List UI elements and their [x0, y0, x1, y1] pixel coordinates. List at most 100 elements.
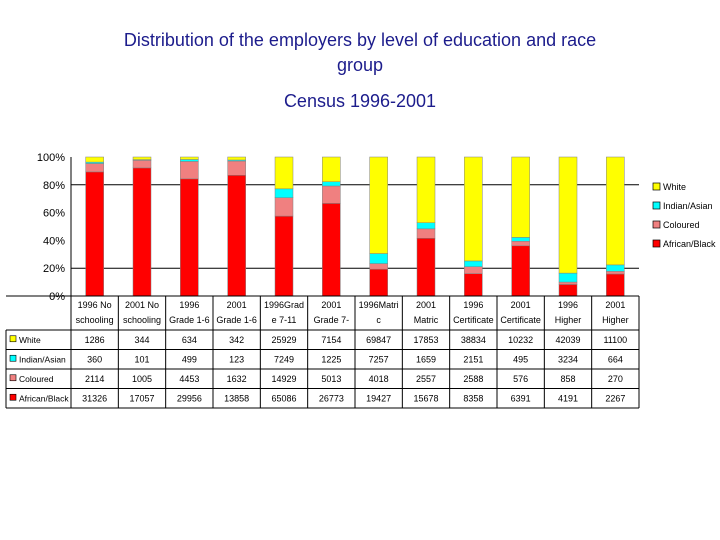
table-cell-value: 7154 [321, 335, 341, 345]
row-key-swatch [9, 374, 17, 382]
table-cell-value: 29956 [177, 393, 202, 403]
table-cell-value: 1632 [227, 374, 247, 384]
bar-segment-white [464, 156, 483, 262]
category-label: 1996 [558, 300, 578, 310]
table-cell-value: 499 [182, 354, 197, 364]
bar-segment-indian-asian [558, 272, 578, 283]
bar-segment-white [180, 156, 199, 160]
bar-segment-white [85, 156, 104, 163]
bar-segment-african-black [416, 238, 436, 297]
y-tick-label: 0% [49, 291, 65, 303]
table-cell-value: 3234 [558, 354, 578, 364]
category-label: 1996Matri [359, 300, 399, 310]
table-cell-value: 1005 [132, 374, 152, 384]
bar-segment-african-black [369, 268, 388, 297]
table-cell-value: 14929 [271, 374, 296, 384]
table-cell-value: 2267 [605, 393, 625, 403]
table-cell-value: 1659 [416, 354, 436, 364]
table-cell-value: 1225 [321, 354, 341, 364]
bar-segment-white [132, 156, 152, 160]
bar-segment-coloured [464, 266, 483, 274]
table-cell-value: 17853 [413, 335, 438, 345]
table-cell-value: 25929 [271, 335, 296, 345]
bar-segment-african-black [322, 203, 341, 297]
category-label: 2001 [321, 300, 341, 310]
grid-layer [71, 184, 639, 269]
category-label: schooling [76, 315, 114, 325]
bar-segment-indian-asian [322, 181, 341, 187]
category-label: e 7-11 [272, 315, 297, 325]
bar-segment-white [369, 156, 388, 254]
bar-segment-african-black [180, 178, 199, 297]
table-cell-value: 11100 [603, 335, 627, 345]
legend-label: Coloured [663, 220, 700, 230]
y-tick-label: 100% [37, 152, 65, 164]
bar-segment-white [606, 156, 625, 266]
bar-segment-african-black [511, 245, 530, 297]
category-label: 2001 No [125, 300, 159, 310]
category-label: Higher [602, 315, 629, 325]
table-cell-value: 4453 [179, 374, 199, 384]
table-cell-value: 31326 [82, 393, 107, 403]
bar-segment-white [511, 156, 530, 238]
bar-segment-coloured [85, 163, 104, 173]
table-cell-value: 270 [608, 374, 623, 384]
category-label: schooling [123, 315, 161, 325]
legend-label: Indian/Asian [663, 201, 713, 211]
y-tick-label: 20% [43, 263, 65, 275]
category-label: Grade 7- [314, 315, 350, 325]
row-label: Coloured [19, 374, 54, 384]
bar-segment-indian-asian [274, 188, 294, 198]
category-label: 2001 [605, 300, 625, 310]
legend-swatch [652, 182, 661, 191]
table-cell-value: 101 [134, 354, 149, 364]
table-cell-value: 360 [87, 354, 102, 364]
table-cell-value: 69847 [366, 335, 391, 345]
category-label: 1996Grad [264, 300, 304, 310]
bar-segment-coloured [274, 197, 294, 217]
bar-segment-coloured [511, 241, 530, 247]
category-label: Certificate [500, 315, 541, 325]
category-label: c [376, 315, 381, 325]
bar-segment-white [227, 156, 246, 161]
table-cell-value: 42039 [555, 335, 580, 345]
bar-segment-coloured [322, 185, 341, 204]
bar-segment-white [416, 156, 436, 223]
bar-segment-african-black [464, 273, 483, 297]
table-cell-value: 19427 [366, 393, 391, 403]
table-cell-value: 858 [560, 374, 575, 384]
bar-segment-african-black [606, 273, 625, 297]
category-label: 2001 [416, 300, 436, 310]
table-cell-value: 4018 [369, 374, 389, 384]
bar-segment-coloured [606, 271, 625, 275]
bar-segment-indian-asian [416, 222, 436, 230]
table-cell-value: 38834 [461, 335, 486, 345]
bar-segment-indian-asian [464, 260, 483, 267]
category-label: Matric [414, 315, 439, 325]
bar-segment-white [322, 156, 341, 183]
bar-segment-african-black [558, 284, 578, 297]
table-cell-value: 7257 [369, 354, 389, 364]
bar-segment-african-black [227, 175, 246, 297]
legend-layer: White Indian/Asian Coloured African/Black [652, 182, 716, 249]
legend-label: White [663, 182, 686, 192]
chart-title-line-1: Distribution of the employers by level o… [123, 30, 597, 50]
table-cell-value: 344 [134, 335, 149, 345]
y-tick-label: 40% [43, 235, 65, 247]
category-label: 2001 [511, 300, 531, 310]
legend-swatch [652, 201, 661, 210]
table-cell-value: 26773 [319, 393, 344, 403]
table-cell-value: 7249 [274, 354, 294, 364]
category-label: Grade 1-6 [216, 315, 257, 325]
bar-segment-indian-asian [511, 237, 530, 242]
row-key-swatch [9, 354, 17, 362]
table-cell-value: 2151 [463, 354, 483, 364]
table-cell-value: 123 [229, 354, 244, 364]
legend-label: African/Black [663, 239, 716, 249]
category-label: Higher [555, 315, 582, 325]
table-cell-value: 1286 [85, 335, 105, 345]
table-cell-value: 495 [513, 354, 528, 364]
category-label: 2001 [227, 300, 247, 310]
bar-segment-coloured [180, 161, 199, 180]
